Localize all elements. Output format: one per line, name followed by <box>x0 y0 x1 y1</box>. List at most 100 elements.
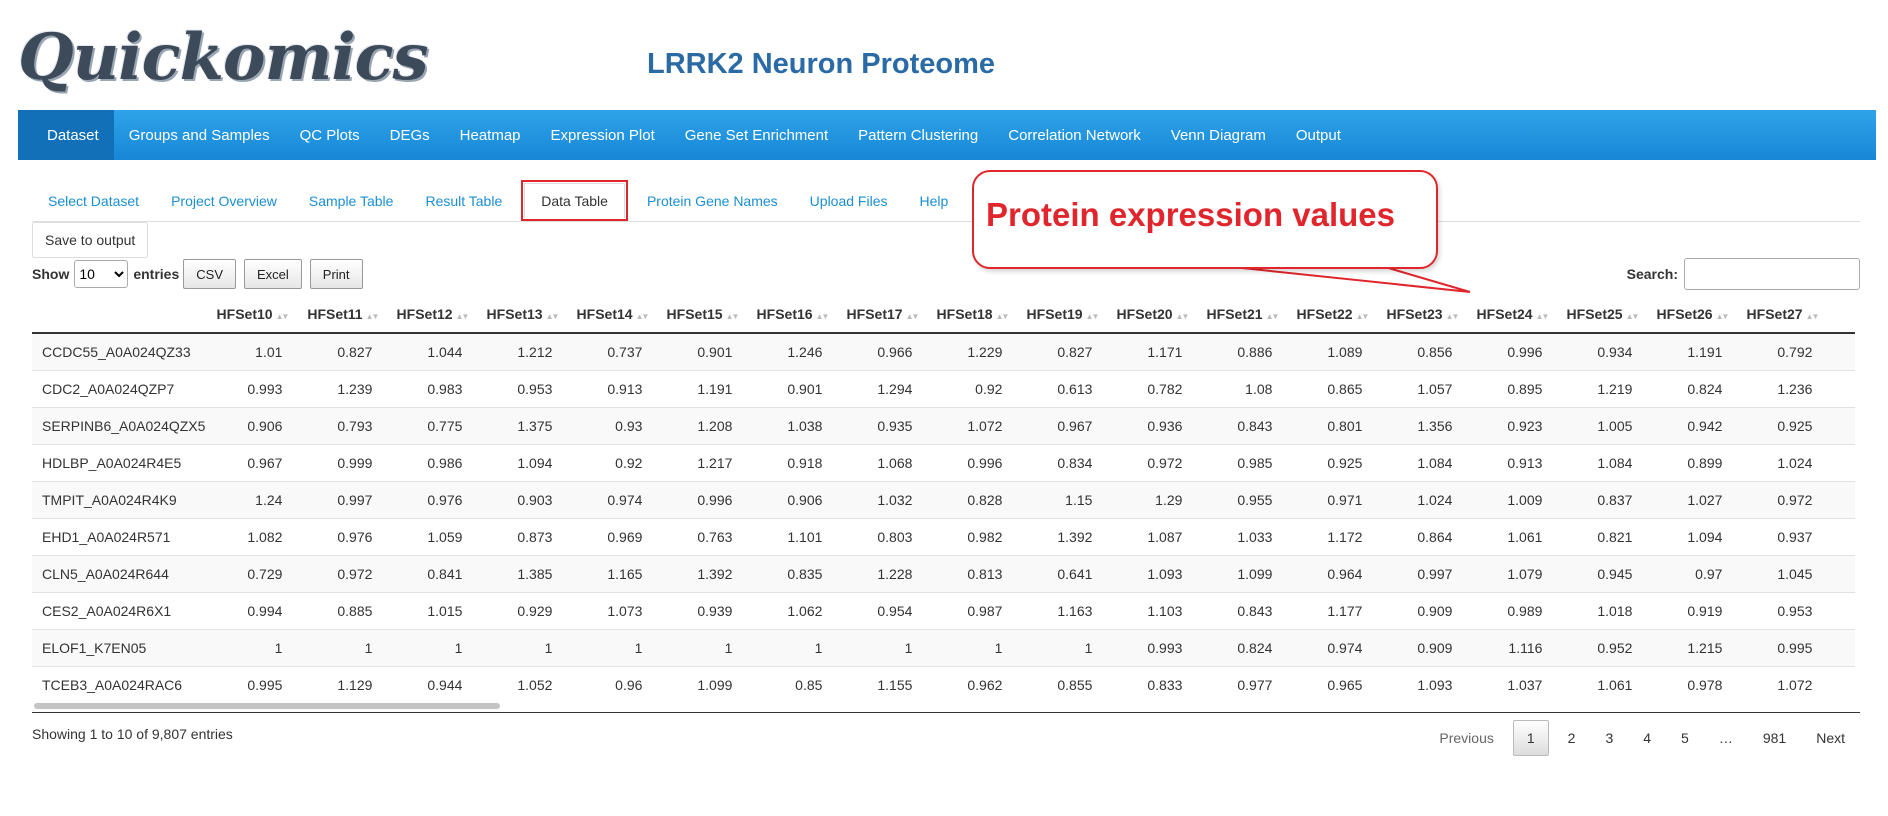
table-cell: 0.909 <box>1375 629 1466 667</box>
horizontal-scrollbar[interactable] <box>34 703 500 709</box>
sort-icon[interactable]: ▲▼ <box>275 312 290 321</box>
table-cell: 0.962 <box>925 666 1016 703</box>
column-header-hfset27[interactable]: HFSet27 ▲▼ <box>1735 296 1826 334</box>
sort-icon[interactable]: ▲▼ <box>1805 312 1820 321</box>
page-button-981[interactable]: 981 <box>1762 730 1787 746</box>
table-cell: 0.885 <box>295 592 386 630</box>
page-button-1[interactable]: 1 <box>1512 720 1549 756</box>
nav-item-pattern-clustering[interactable]: Pattern Clustering <box>858 126 979 144</box>
column-header-hfset25[interactable]: HFSet25 ▲▼ <box>1555 296 1646 334</box>
sort-icon[interactable]: ▲▼ <box>635 312 650 321</box>
nav-item-expression-plot[interactable]: Expression Plot <box>550 126 655 144</box>
nav-item-qc-plots[interactable]: QC Plots <box>299 126 360 144</box>
nav-item-heatmap[interactable]: Heatmap <box>459 126 521 144</box>
table-cell: 0.901 <box>655 332 746 371</box>
tab-result-table[interactable]: Result Table <box>425 192 503 209</box>
column-header-hfset17[interactable]: HFSet17 ▲▼ <box>835 296 926 334</box>
table-cell: 0.939 <box>655 592 746 630</box>
table-cell: 0.989 <box>1465 592 1556 630</box>
table-cell: 0.978 <box>1645 666 1736 703</box>
column-header-hfset15[interactable]: HFSet15 ▲▼ <box>655 296 746 334</box>
column-header-hfset21[interactable]: HFSet21 ▲▼ <box>1195 296 1286 334</box>
sort-icon[interactable]: ▲▼ <box>1715 312 1730 321</box>
table-cell-overflow <box>1825 481 1856 519</box>
csv-button[interactable]: CSV <box>183 259 236 289</box>
column-header-hfset26[interactable]: HFSet26 ▲▼ <box>1645 296 1736 334</box>
sort-icon[interactable]: ▲▼ <box>905 312 920 321</box>
save-to-output-button[interactable]: Save to output <box>32 222 149 258</box>
sort-icon[interactable]: ▲▼ <box>1625 312 1640 321</box>
column-header-hfset22[interactable]: HFSet22 ▲▼ <box>1285 296 1376 334</box>
nav-item-degs[interactable]: DEGs <box>389 126 430 144</box>
table-cell: 0.824 <box>1645 370 1736 408</box>
nav-item-groups-and-samples[interactable]: Groups and Samples <box>128 126 270 144</box>
pagination: Previous 1 2 3 4 5 … 981 Next <box>1424 720 1860 756</box>
table-cell-overflow <box>1825 555 1856 593</box>
column-header-hfset18[interactable]: HFSet18 ▲▼ <box>925 296 1016 334</box>
table-cell: 1.009 <box>1465 481 1556 519</box>
page-button-3[interactable]: 3 <box>1605 730 1614 746</box>
search-input[interactable] <box>1684 258 1860 290</box>
table-info: Showing 1 to 10 of 9,807 entries <box>32 726 233 742</box>
sort-icon[interactable]: ▲▼ <box>995 312 1010 321</box>
sort-icon[interactable]: ▲▼ <box>725 312 740 321</box>
column-header-hfset16[interactable]: HFSet16 ▲▼ <box>745 296 836 334</box>
entries-per-page-select[interactable]: 10 <box>74 260 129 288</box>
nav-item-dataset[interactable]: Dataset <box>18 110 114 160</box>
sort-icon[interactable]: ▲▼ <box>1535 312 1550 321</box>
nav-item-venn-diagram[interactable]: Venn Diagram <box>1170 126 1266 144</box>
excel-button[interactable]: Excel <box>244 259 302 289</box>
column-header-hfset13[interactable]: HFSet13 ▲▼ <box>475 296 566 334</box>
page-button-5[interactable]: 5 <box>1681 730 1689 746</box>
page-button-4[interactable]: 4 <box>1643 730 1652 746</box>
column-header-hfset11[interactable]: HFSet11 ▲▼ <box>295 296 386 334</box>
nav-item-gene-set-enrichment[interactable]: Gene Set Enrichment <box>684 126 829 144</box>
tab-select-dataset[interactable]: Select Dataset <box>48 192 140 209</box>
sort-icon[interactable]: ▲▼ <box>1355 312 1370 321</box>
table-cell: 1.089 <box>1285 332 1376 371</box>
sort-icon[interactable]: ▲▼ <box>1265 312 1280 321</box>
tab-protein-gene-names[interactable]: Protein Gene Names <box>646 192 778 209</box>
tab-upload-files[interactable]: Upload Files <box>809 192 888 209</box>
tab-project-overview[interactable]: Project Overview <box>171 192 277 209</box>
row-protein-name: TMPIT_A0A024R4K9 <box>32 481 206 519</box>
table-cell: 0.995 <box>1735 629 1826 667</box>
page-button-2[interactable]: 2 <box>1567 730 1576 746</box>
table-row: HDLBP_A0A024R4E5 0.967 0.999 0.986 1.094 0.92… <box>32 444 1856 482</box>
column-header-hfset14[interactable]: HFSet14 ▲▼ <box>565 296 656 334</box>
table-cell: 0.855 <box>1015 666 1106 703</box>
sort-icon[interactable]: ▲▼ <box>1445 312 1460 321</box>
sort-icon[interactable]: ▲▼ <box>1175 312 1190 321</box>
column-header-hfset23[interactable]: HFSet23 ▲▼ <box>1375 296 1466 334</box>
table-cell: 0.985 <box>1195 444 1286 482</box>
sort-icon[interactable]: ▲▼ <box>815 312 830 321</box>
previous-page-button[interactable]: Previous <box>1439 730 1494 746</box>
table-header-row: HFSet10 ▲▼ HFSet11 ▲▼ HFSet12 ▲▼ HFSet13 ▲▼ HFSe… <box>32 296 1856 334</box>
table-cell: 0.994 <box>205 592 296 630</box>
table-cell: 0.833 <box>1105 666 1196 703</box>
sort-icon[interactable]: ▲▼ <box>365 312 380 321</box>
tab-help[interactable]: Help <box>919 192 949 209</box>
row-protein-name: EHD1_A0A024R571 <box>32 518 206 556</box>
table-cell: 1.057 <box>1375 370 1466 408</box>
table-cell: 1.087 <box>1105 518 1196 556</box>
sort-icon[interactable]: ▲▼ <box>1085 312 1100 321</box>
table-cell: 0.953 <box>1735 592 1826 630</box>
column-header-hfset10[interactable]: HFSet10 ▲▼ <box>205 296 296 334</box>
sort-icon[interactable]: ▲▼ <box>545 312 560 321</box>
tab-data-table[interactable]: Data Table <box>521 180 628 221</box>
column-header-hfset19[interactable]: HFSet19 ▲▼ <box>1015 296 1106 334</box>
table-cell: 0.967 <box>205 444 296 482</box>
table-row: CCDC55_A0A024QZ33 1.01 0.827 1.044 1.212 0.73… <box>32 332 1856 371</box>
row-protein-name: HDLBP_A0A024R4E5 <box>32 444 206 482</box>
column-header-hfset20[interactable]: HFSet20 ▲▼ <box>1105 296 1196 334</box>
tab-sample-table[interactable]: Sample Table <box>308 192 394 209</box>
column-header-hfset24[interactable]: HFSet24 ▲▼ <box>1465 296 1556 334</box>
table-cell: 0.971 <box>1285 481 1376 519</box>
nav-item-output[interactable]: Output <box>1295 126 1341 144</box>
nav-item-correlation-network[interactable]: Correlation Network <box>1008 126 1141 144</box>
sort-icon[interactable]: ▲▼ <box>455 312 470 321</box>
print-button[interactable]: Print <box>309 259 363 289</box>
column-header-hfset12[interactable]: HFSet12 ▲▼ <box>385 296 476 334</box>
next-page-button[interactable]: Next <box>1816 730 1845 746</box>
